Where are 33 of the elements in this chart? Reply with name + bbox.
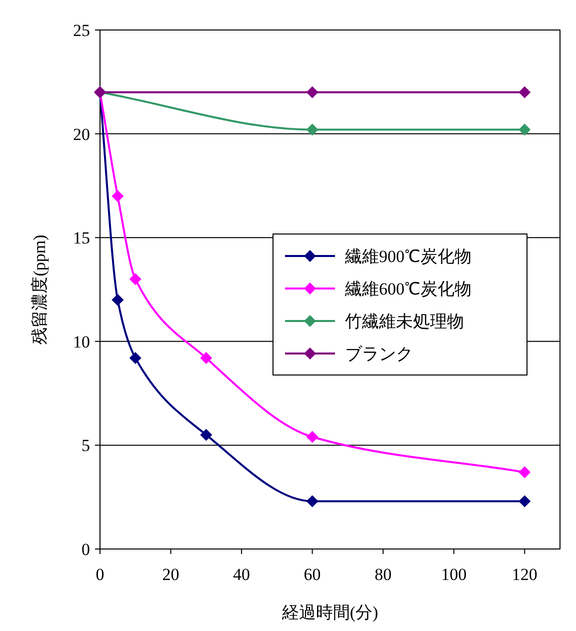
point — [129, 352, 142, 364]
legend-label: ブランク — [345, 344, 413, 364]
x-tick-label: 40 — [233, 565, 250, 584]
point — [518, 124, 531, 136]
x-tick-label: 0 — [96, 565, 104, 584]
y-tick-label: 20 — [73, 124, 90, 144]
point — [112, 294, 124, 306]
point — [200, 428, 212, 441]
y-tick-label: 25 — [73, 21, 90, 40]
x-tick-label: 120 — [512, 565, 538, 584]
point — [129, 273, 142, 286]
point — [518, 466, 531, 478]
point — [306, 86, 318, 98]
y-tick-label: 10 — [73, 332, 90, 352]
point — [306, 430, 318, 443]
x-tick-label: 80 — [374, 565, 392, 584]
x-tick-label: 20 — [162, 565, 180, 584]
y-tick-label: 0 — [82, 540, 90, 559]
x-tick-label: 60 — [304, 565, 321, 584]
point — [518, 86, 531, 98]
x-axis-title: 経過時間(分) — [280, 603, 378, 622]
y-tick-label: 5 — [82, 436, 90, 456]
y-tick-label: 15 — [73, 228, 90, 248]
point — [200, 352, 212, 364]
legend-label: 繊維900℃炭化物 — [344, 247, 472, 266]
point — [306, 124, 318, 136]
point — [112, 190, 124, 202]
point — [306, 495, 318, 508]
legend-label: 繊維600℃炭化物 — [344, 280, 472, 298]
y-axis-title: 残留濃度(ppm) — [30, 234, 49, 344]
x-tick-label: 100 — [441, 565, 467, 584]
legend-label: 竹繊維未処理物 — [345, 312, 464, 331]
point — [518, 495, 531, 508]
